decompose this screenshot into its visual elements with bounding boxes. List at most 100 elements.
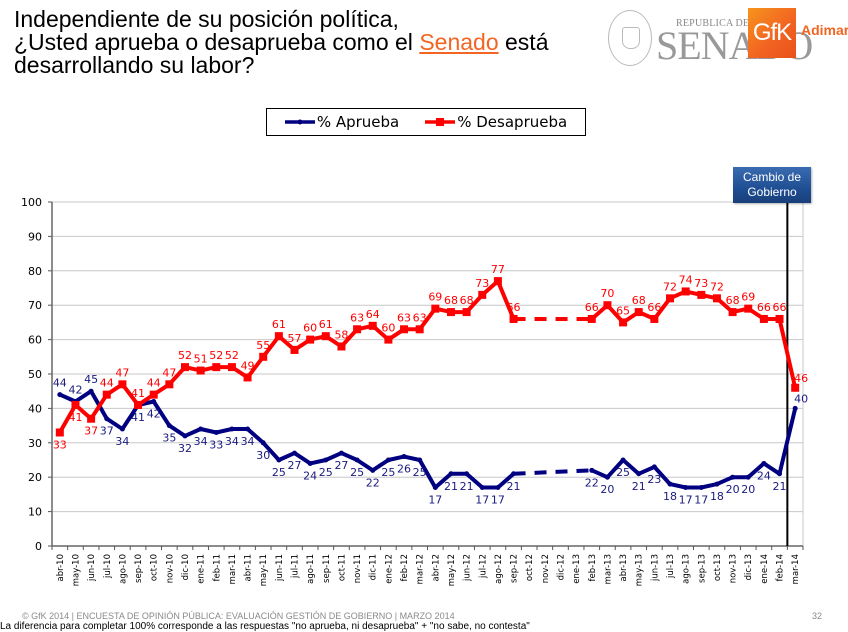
data-point-desaprueba [603,301,612,310]
data-point-aprueba [761,460,767,466]
data-point-aprueba [589,467,595,473]
legend-swatch-aprueba-icon [284,119,315,125]
data-label-desaprueba: 73 [475,277,489,290]
data-label-aprueba: 22 [366,476,380,489]
data-point-desaprueba [353,325,362,334]
x-tick-label: may-11 [259,554,269,586]
data-label-desaprueba: 66 [647,301,661,314]
data-point-aprueba [636,471,642,477]
legend-swatch-desaprueba-icon [425,118,456,126]
data-point-aprueba [292,450,298,456]
y-tick-label: 90 [28,230,42,243]
data-point-desaprueba [415,325,424,334]
x-tick-label: sep-10 [134,554,144,583]
x-tick-label: ene-11 [197,554,207,584]
data-point-aprueba [683,485,689,491]
x-tick-label: mar-11 [228,554,238,584]
data-label-aprueba: 40 [794,392,808,405]
data-point-desaprueba [712,294,721,303]
data-point-desaprueba [321,332,330,341]
data-label-desaprueba: 74 [679,273,693,286]
x-tick-label: feb-13 [588,554,598,582]
data-point-desaprueba [55,428,64,437]
data-point-aprueba [307,460,313,466]
x-tick-label: dic-11 [369,554,379,580]
data-label-desaprueba: 66 [757,301,771,314]
data-label-desaprueba: 73 [694,277,708,290]
data-point-aprueba [385,457,391,463]
data-label-aprueba: 30 [256,449,270,462]
y-tick-label: 80 [28,265,42,278]
data-point-desaprueba [493,277,502,286]
data-label-aprueba: 24 [757,469,771,482]
data-point-desaprueba [744,304,753,313]
data-label-desaprueba: 51 [194,353,208,366]
data-label-aprueba: 25 [381,466,395,479]
x-tick-label: ago-13 [682,554,692,584]
data-point-desaprueba [775,314,784,323]
x-tick-label: nov-13 [729,554,739,583]
x-tick-label: may-12 [447,554,457,586]
data-point-aprueba [276,457,282,463]
data-label-aprueba: 25 [272,466,286,479]
data-point-aprueba [151,399,157,405]
x-tick-label: oct-10 [150,554,160,581]
y-tick-label: 70 [28,299,42,312]
data-point-desaprueba [446,308,455,317]
page-number: 32 [812,611,823,621]
data-label-desaprueba: 58 [334,328,348,341]
data-label-desaprueba: 69 [741,291,755,304]
data-point-aprueba [479,485,485,491]
senado-logo-subtitle: REPUBLICA DE CHILE [676,18,783,29]
x-tick-label: may-13 [635,554,645,586]
data-label-desaprueba: 47 [162,366,176,379]
data-point-desaprueba [259,352,268,361]
x-tick-label: feb-12 [400,554,410,582]
data-label-desaprueba: 61 [272,318,286,331]
data-label-desaprueba: 60 [303,322,317,335]
data-label-desaprueba: 77 [491,263,505,276]
data-point-aprueba [245,426,251,432]
data-label-aprueba: 26 [397,463,411,476]
data-label-desaprueba: 65 [616,304,630,317]
data-point-aprueba [182,433,188,439]
x-tick-label: nov-12 [541,554,551,583]
data-label-aprueba: 25 [319,466,333,479]
data-label-aprueba: 25 [616,466,630,479]
data-point-desaprueba [400,325,409,334]
data-point-desaprueba [274,332,283,341]
data-label-desaprueba: 52 [178,349,192,362]
data-label-desaprueba: 68 [444,294,458,307]
data-label-aprueba: 21 [460,480,474,493]
title-line-2-post: está [498,29,549,55]
data-label-aprueba: 24 [303,469,317,482]
x-tick-label: jun-10 [87,554,97,582]
data-point-desaprueba [71,400,80,409]
x-tick-label: mar-14 [791,554,801,584]
data-point-desaprueba [368,321,377,330]
y-tick-label: 60 [28,334,42,347]
x-tick-label: ene-12 [384,554,394,584]
data-label-aprueba: 22 [585,476,599,489]
data-label-aprueba: 34 [241,435,255,448]
y-tick-label: 30 [28,437,42,450]
data-point-aprueba [448,471,454,477]
data-point-desaprueba [431,304,440,313]
data-point-desaprueba [462,308,471,317]
data-point-aprueba [338,450,344,456]
data-point-desaprueba [337,342,346,351]
x-tick-label: abr-12 [431,554,441,581]
y-tick-label: 40 [28,402,42,415]
data-point-desaprueba [587,314,596,323]
data-point-aprueba [119,426,125,432]
footer-copyright: © GfK 2014 | ENCUESTA DE OPINIÓN PÚBLICA… [22,611,455,621]
legend-label-aprueba: % Aprueba [316,113,400,131]
data-label-desaprueba: 44 [100,377,114,390]
data-label-aprueba: 21 [773,480,787,493]
x-tick-label: jul-12 [478,554,488,579]
data-label-aprueba: 20 [726,483,740,496]
data-label-aprueba: 25 [350,466,364,479]
x-tick-label: sep-12 [510,554,520,583]
data-point-aprueba [651,464,657,470]
data-label-desaprueba: 66 [773,301,787,314]
